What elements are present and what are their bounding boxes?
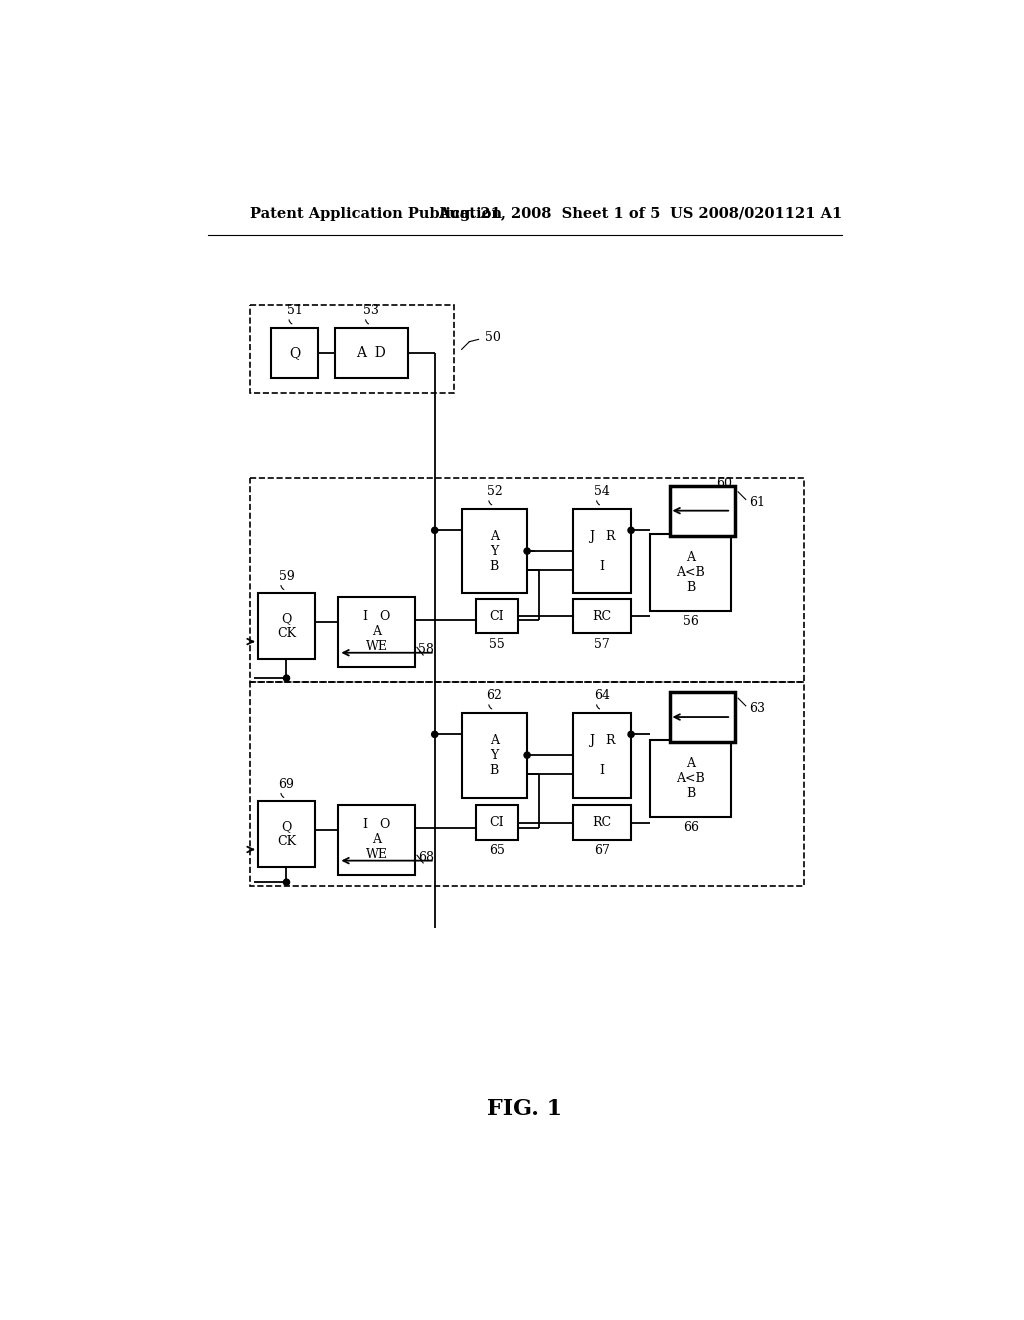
Text: A  D: A D <box>356 346 386 360</box>
Text: FIG. 1: FIG. 1 <box>487 1098 562 1121</box>
Bar <box>258 594 315 659</box>
Circle shape <box>524 548 530 554</box>
Circle shape <box>628 731 634 738</box>
Bar <box>650 739 731 817</box>
Circle shape <box>284 879 290 886</box>
Text: J   R

I: J R I <box>589 734 615 776</box>
Bar <box>462 508 527 594</box>
Text: 69: 69 <box>279 777 295 791</box>
Bar <box>250 682 804 886</box>
Circle shape <box>524 752 530 758</box>
Text: 62: 62 <box>486 689 503 702</box>
Bar <box>271 327 317 378</box>
Text: 52: 52 <box>486 486 502 499</box>
Circle shape <box>628 527 634 533</box>
Bar <box>573 713 631 797</box>
Text: 60: 60 <box>716 477 732 490</box>
Text: 65: 65 <box>488 843 505 857</box>
Bar <box>475 599 518 634</box>
Text: I   O
A
WE: I O A WE <box>364 818 390 862</box>
Text: CI: CI <box>489 610 504 623</box>
Text: I   O
A
WE: I O A WE <box>364 610 390 653</box>
Bar <box>462 713 527 797</box>
Text: A
Y
B: A Y B <box>489 734 499 776</box>
Bar <box>250 478 804 682</box>
Text: US 2008/0201121 A1: US 2008/0201121 A1 <box>670 207 842 220</box>
Bar <box>670 692 735 742</box>
Text: 50: 50 <box>484 330 501 343</box>
Text: Q
CK: Q CK <box>276 820 296 847</box>
Bar <box>650 535 731 611</box>
Text: Patent Application Publication: Patent Application Publication <box>250 207 502 220</box>
Text: 57: 57 <box>594 638 610 651</box>
Text: 59: 59 <box>279 570 294 583</box>
Text: 54: 54 <box>594 486 610 499</box>
Text: 55: 55 <box>488 638 505 651</box>
Text: RC: RC <box>593 610 611 623</box>
Bar <box>573 599 631 634</box>
Bar <box>335 327 408 378</box>
Text: A
A<B
B: A A<B B <box>677 756 706 800</box>
Bar <box>339 805 416 875</box>
Bar <box>573 805 631 840</box>
Text: CI: CI <box>489 816 504 829</box>
Text: A
Y
B: A Y B <box>489 529 499 573</box>
Text: 58: 58 <box>418 643 433 656</box>
Text: 53: 53 <box>364 305 379 317</box>
Text: 66: 66 <box>683 821 698 834</box>
Text: 68: 68 <box>418 851 434 865</box>
Text: RC: RC <box>593 816 611 829</box>
Text: 56: 56 <box>683 615 698 628</box>
Text: Q
CK: Q CK <box>276 612 296 640</box>
Text: A
A<B
B: A A<B B <box>677 552 706 594</box>
Text: 64: 64 <box>594 689 610 702</box>
Circle shape <box>284 675 290 681</box>
Text: 51: 51 <box>287 305 302 317</box>
Text: 61: 61 <box>749 496 765 510</box>
Bar <box>250 305 454 393</box>
Text: 67: 67 <box>594 843 610 857</box>
Text: J   R

I: J R I <box>589 529 615 573</box>
Bar <box>339 597 416 667</box>
Text: 63: 63 <box>749 702 765 715</box>
Bar <box>670 486 735 536</box>
Text: Aug. 21, 2008  Sheet 1 of 5: Aug. 21, 2008 Sheet 1 of 5 <box>438 207 660 220</box>
Text: Q: Q <box>289 346 300 360</box>
Bar <box>573 508 631 594</box>
Circle shape <box>432 731 438 738</box>
Circle shape <box>432 527 438 533</box>
Bar <box>258 801 315 867</box>
Bar <box>475 805 518 840</box>
